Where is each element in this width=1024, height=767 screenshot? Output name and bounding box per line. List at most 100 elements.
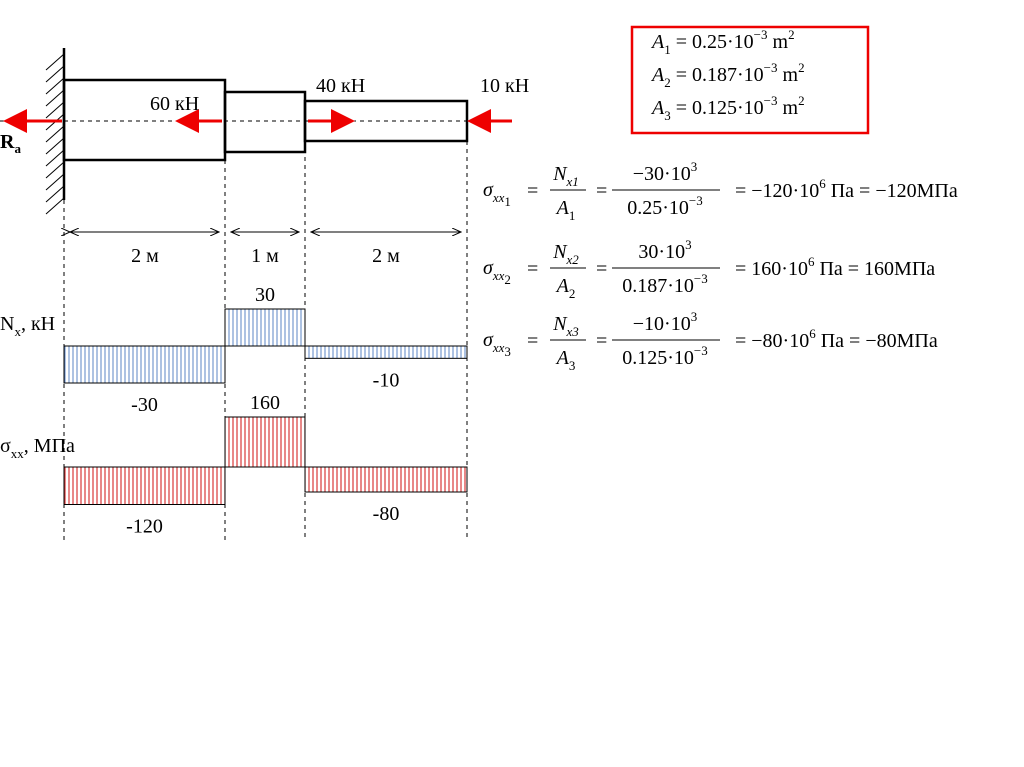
script-part: 1 — [504, 194, 511, 209]
text-part: , кН — [21, 313, 55, 335]
hatch-line — [45, 137, 65, 155]
script-part: 6 — [809, 326, 816, 341]
equals: = — [527, 180, 538, 202]
value-label: -30 — [131, 394, 158, 416]
script-part: xx — [11, 446, 25, 461]
hatch-line — [45, 185, 65, 203]
text-part: Па = 160МПа — [814, 258, 935, 280]
script-part: −3 — [689, 193, 703, 208]
diagram-bar — [304, 466, 468, 493]
diagram-bar — [63, 466, 226, 505]
hatch-line — [45, 77, 65, 95]
diagram-bar — [224, 416, 306, 468]
hatch-line — [45, 53, 65, 71]
script-part: 2 — [504, 272, 511, 287]
formula-text: A2 = 0.187·10−3 m2 — [650, 60, 805, 90]
script-part: −3 — [754, 27, 768, 42]
text-part: N — [0, 313, 14, 335]
script-part: 2 — [788, 27, 795, 42]
text-part: 0.187·10 — [622, 275, 694, 297]
text-part: A — [650, 31, 665, 53]
length-label: 1 м — [251, 245, 279, 267]
formula-text: = −80·106 Па = −80МПа — [735, 326, 938, 352]
formula-text: A3 = 0.125·10−3 m2 — [650, 93, 805, 123]
script-part: 3 — [569, 358, 576, 373]
text-part: m — [768, 31, 789, 53]
formula-text: σxx2 — [483, 257, 511, 287]
value-label: 160 — [250, 392, 280, 414]
text-part: = 0.187·10 — [671, 64, 764, 86]
equals: = — [596, 180, 607, 202]
text-part: −10·10 — [633, 313, 691, 335]
script-part: 1 — [569, 208, 576, 223]
text-part: N — [552, 163, 568, 185]
formula-text: 30·103 — [638, 237, 691, 263]
text-part: A — [555, 197, 570, 219]
script-part: x1 — [566, 174, 579, 189]
script-part: xx — [492, 268, 505, 283]
hatch-line — [45, 101, 65, 119]
hatch-line — [45, 149, 65, 167]
script-part: −3 — [764, 93, 778, 108]
script-part: x3 — [566, 324, 580, 339]
value-label: -120 — [126, 516, 163, 538]
formula-text: 0.125·10−3 — [622, 343, 708, 369]
formula-text: = 160·106 Па = 160МПа — [735, 254, 935, 280]
area-box — [630, 25, 870, 135]
value-label: 30 — [255, 284, 275, 306]
text-part: 30·10 — [638, 241, 685, 263]
formula-text: Nx1 — [552, 163, 579, 189]
script-part: 2 — [798, 93, 805, 108]
text-part: σ — [483, 179, 494, 201]
length-label: 2 м — [131, 245, 159, 267]
hatch-line — [45, 161, 65, 179]
script-part: 3 — [691, 159, 698, 174]
length-label: 2 м — [372, 245, 400, 267]
script-part: 3 — [691, 309, 698, 324]
text-part: = 160·10 — [735, 258, 808, 280]
script-part: xx — [492, 190, 505, 205]
text-part: A — [650, 97, 665, 119]
script-part: x2 — [566, 252, 580, 267]
text-part: σ — [483, 329, 494, 351]
script-part: 2 — [569, 286, 576, 301]
text-part: Па = −120МПа — [826, 180, 958, 202]
reaction-label: Ra — [0, 131, 21, 156]
text-part: A — [555, 275, 570, 297]
script-part: 2 — [798, 60, 805, 75]
hatch-line — [45, 197, 65, 215]
script-part: 3 — [664, 108, 671, 123]
wall-hatch — [45, 53, 65, 215]
formula-text: A1 = 0.25·10−3 m2 — [650, 27, 795, 57]
hatch-line — [45, 89, 65, 107]
value-label: -10 — [373, 369, 400, 391]
text-part: , МПа — [24, 435, 75, 457]
script-part: xx — [492, 340, 505, 355]
formula-text: 0.25·10−3 — [627, 193, 703, 219]
formula-text: Nx3 — [552, 313, 579, 339]
script-part: −3 — [694, 271, 708, 286]
beam-section — [223, 90, 307, 154]
diagram-bar — [63, 345, 226, 384]
symbol: R — [0, 131, 15, 153]
script-part: −3 — [694, 343, 708, 358]
formula-text: −10·103 — [633, 309, 697, 335]
formula-text: Nx, кН — [0, 313, 55, 339]
script-part: −3 — [764, 60, 778, 75]
text-part: σ — [483, 257, 494, 279]
text-part: 0.25·10 — [627, 197, 689, 219]
text-part: N — [552, 241, 568, 263]
force-label: 40 кН — [316, 75, 365, 97]
formula-text: A1 — [555, 197, 576, 223]
script-part: x — [14, 324, 21, 339]
script-part: 3 — [685, 237, 692, 252]
text-part: A — [555, 347, 570, 369]
equals: = — [527, 258, 538, 280]
text-part: = 0.25·10 — [671, 31, 754, 53]
script-part: 3 — [504, 344, 511, 359]
diagram-bar — [304, 345, 468, 359]
text-part: = −120·10 — [735, 180, 819, 202]
text-part: Па = −80МПа — [816, 330, 938, 352]
text-part: −30·10 — [633, 163, 691, 185]
